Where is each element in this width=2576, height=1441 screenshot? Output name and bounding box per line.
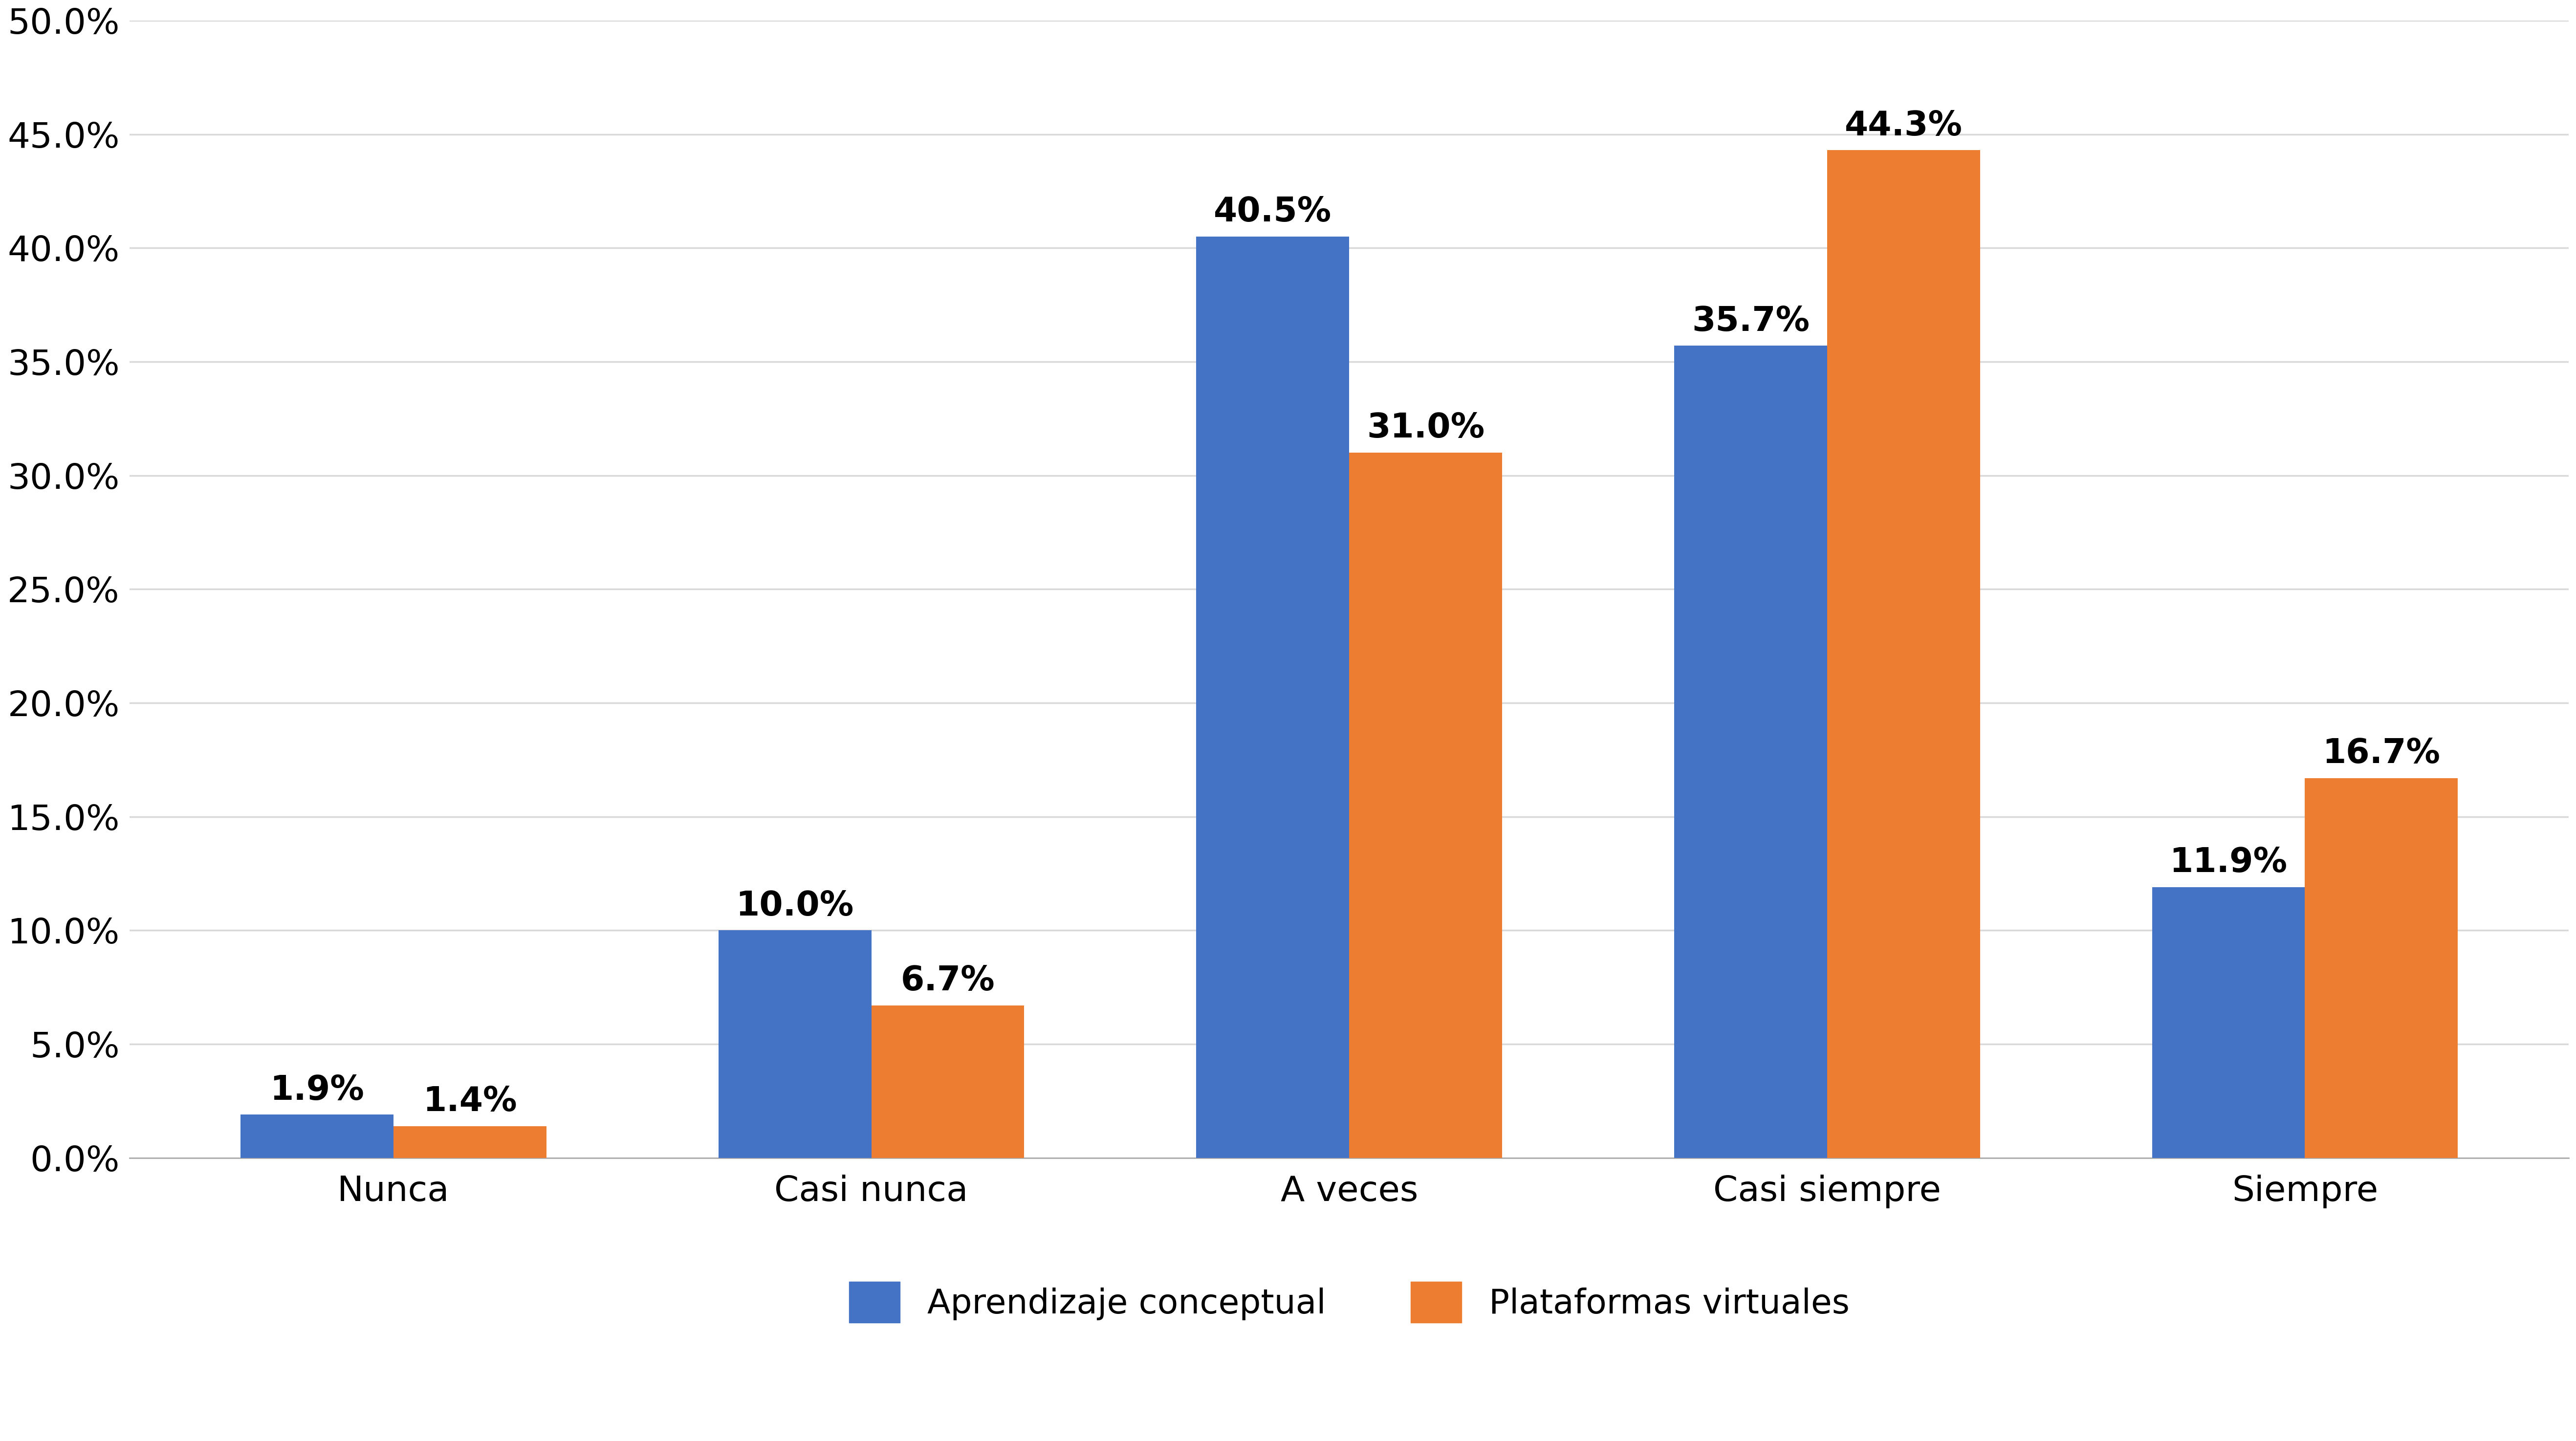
Bar (2151, 888, 2306, 1157)
Text: 40.5%: 40.5% (1213, 196, 1332, 229)
Bar (871, 1006, 1025, 1157)
Text: 11.9%: 11.9% (2169, 846, 2287, 879)
Bar (240, 1114, 394, 1157)
Bar (719, 931, 871, 1157)
Text: 10.0%: 10.0% (737, 889, 853, 922)
Bar (1674, 346, 1826, 1157)
Text: 6.7%: 6.7% (902, 964, 994, 997)
Legend: Aprendizaje conceptual, Plataformas virtuales: Aprendizaje conceptual, Plataformas virt… (850, 1281, 1850, 1323)
Bar (1195, 236, 1350, 1157)
Bar (1826, 150, 1981, 1157)
Text: 44.3%: 44.3% (1844, 110, 1963, 143)
Text: 31.0%: 31.0% (1368, 412, 1484, 445)
Text: 16.7%: 16.7% (2324, 738, 2439, 769)
Bar (2306, 778, 2458, 1157)
Bar (1350, 452, 1502, 1157)
Text: 35.7%: 35.7% (1692, 305, 1808, 337)
Text: 1.9%: 1.9% (270, 1074, 363, 1107)
Text: 1.4%: 1.4% (422, 1085, 518, 1118)
Bar (394, 1125, 546, 1157)
